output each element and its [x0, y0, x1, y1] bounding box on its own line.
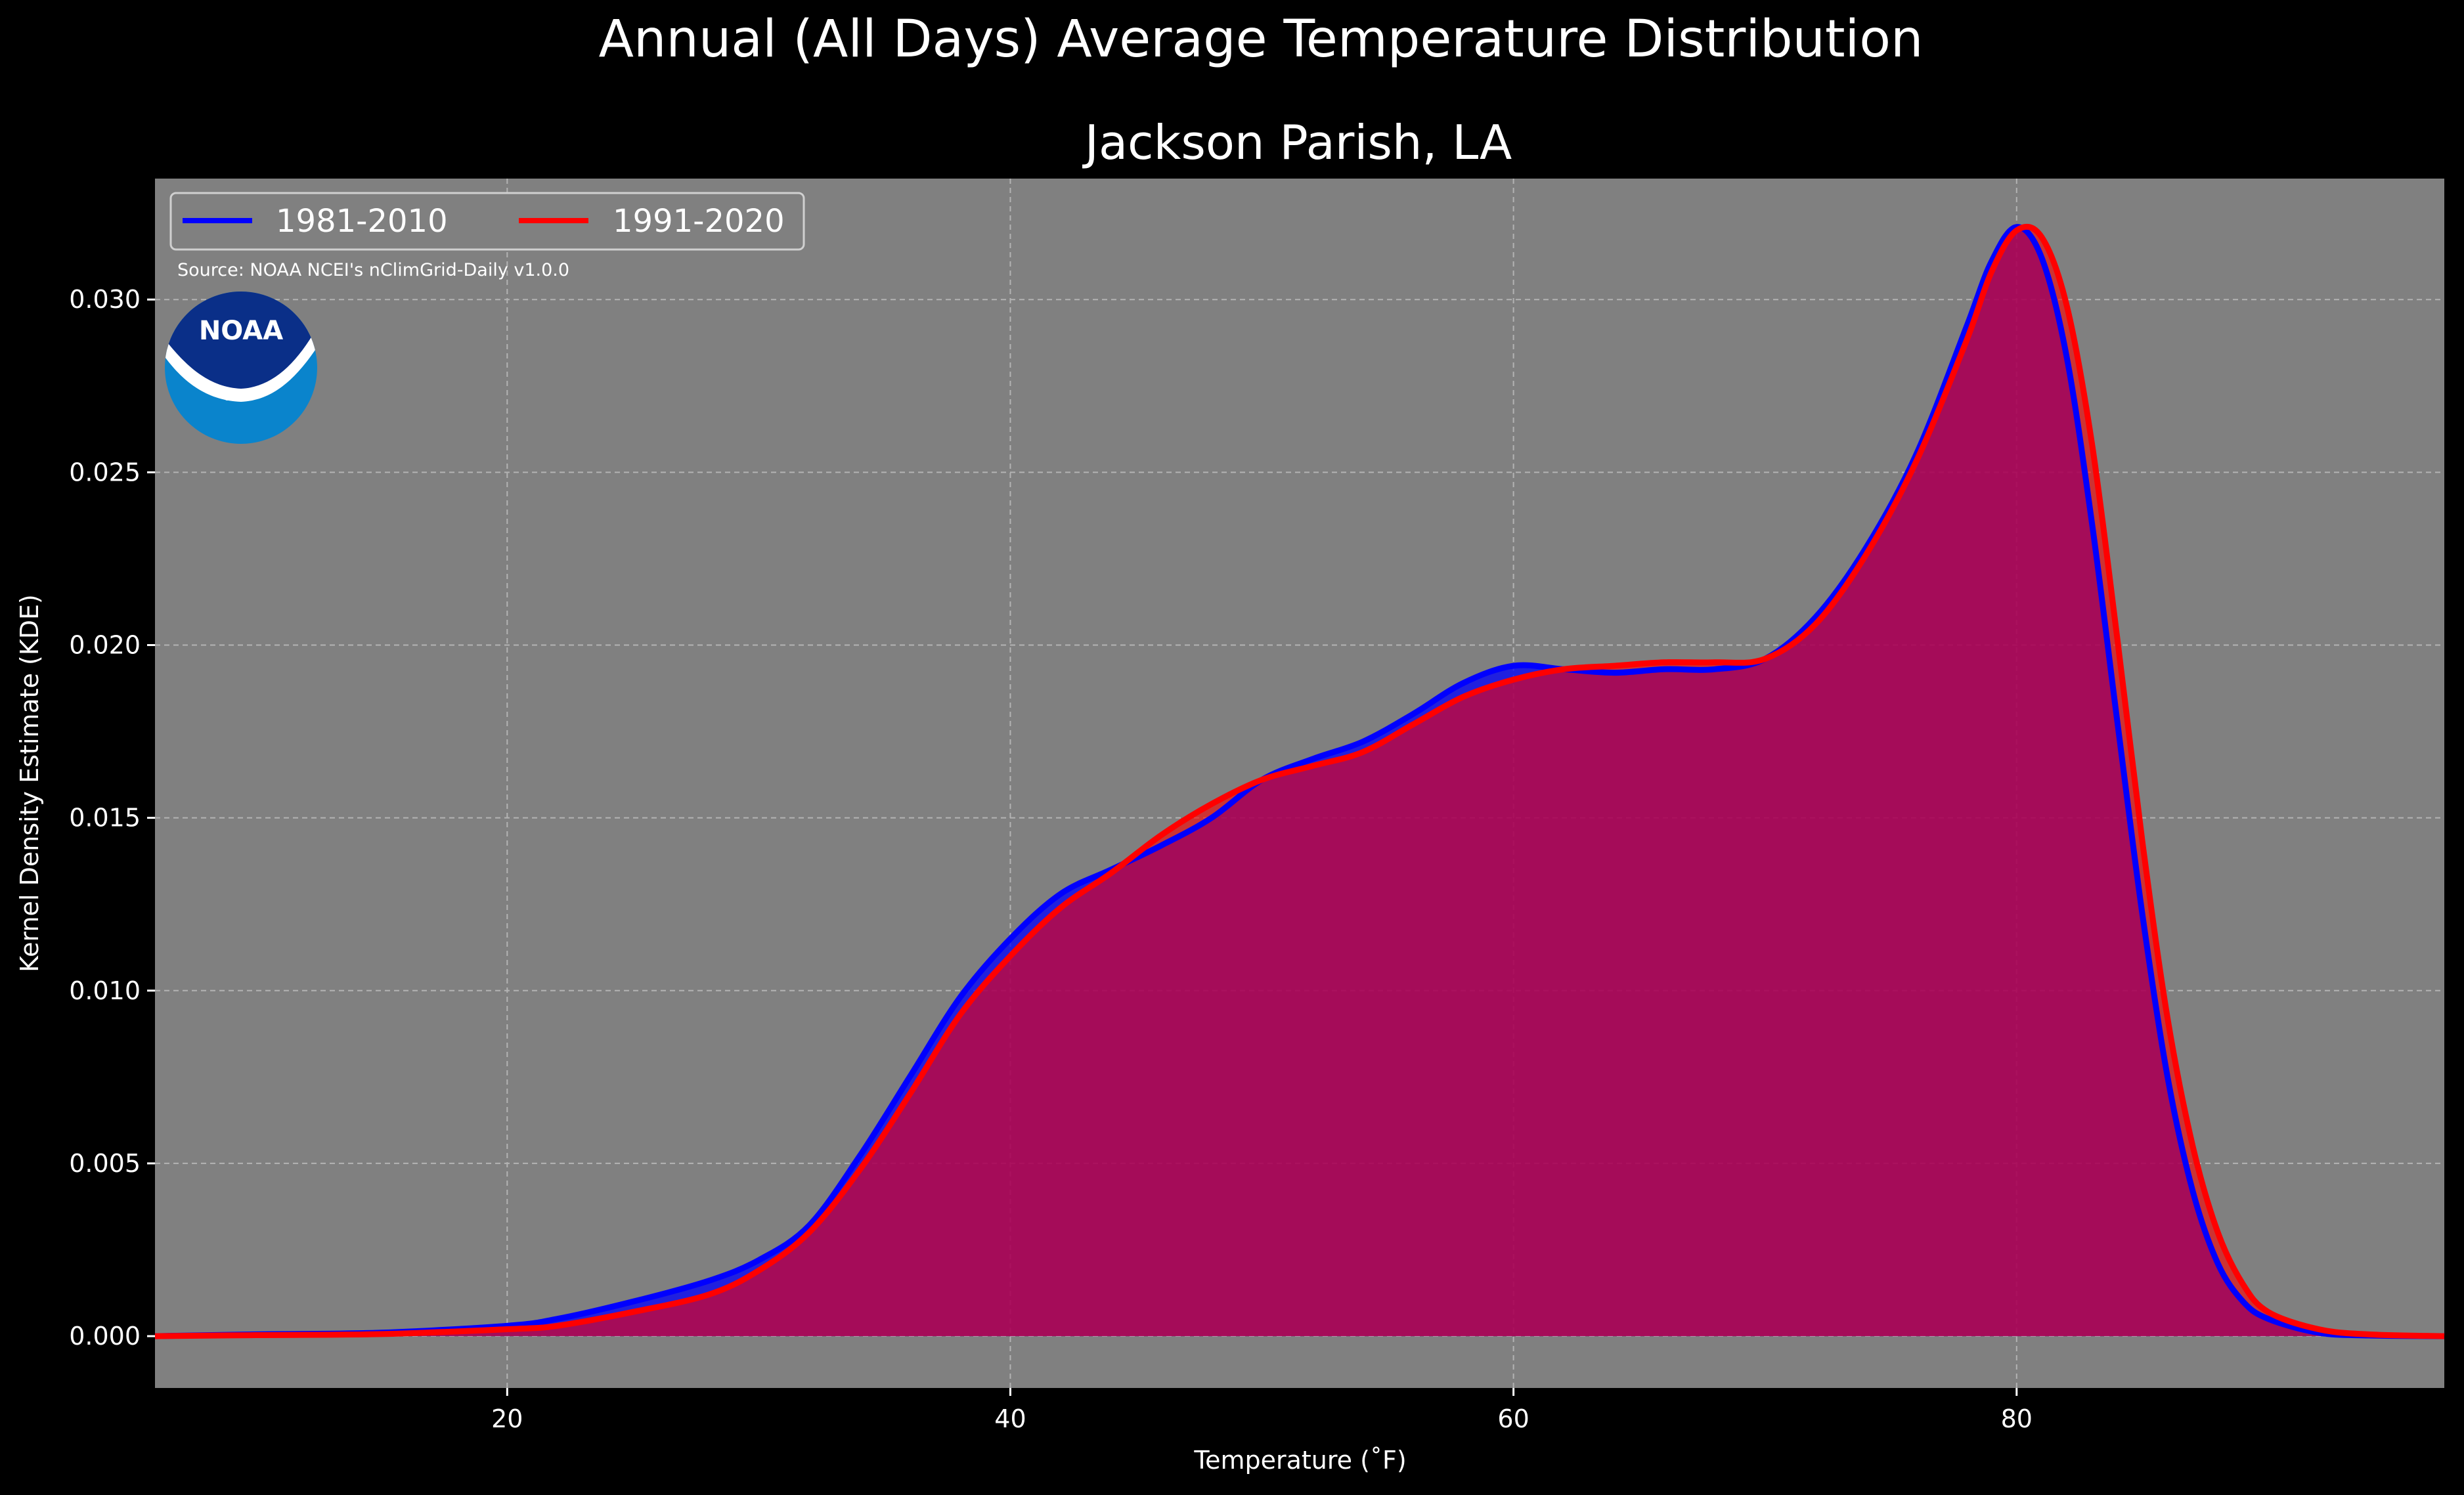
- y-axis-ticks: 0.000 0.005 0.010 0.015 0.020 0.025 0.030: [69, 285, 155, 1351]
- y-tick-label: 0.025: [69, 458, 141, 487]
- y-tick-label: 0.030: [69, 285, 141, 314]
- y-tick-label: 0.015: [69, 804, 141, 833]
- legend: 1981-2010 1991-2020: [169, 192, 805, 251]
- x-tick-label: 80: [2001, 1404, 2033, 1433]
- density-fills: [155, 227, 2444, 1337]
- legend-box: [169, 192, 805, 251]
- density-fill-1991-2020: [155, 227, 2444, 1337]
- noaa-logo-icon: NOAA: [165, 292, 317, 444]
- x-axis-ticks: 20 40 60 80: [491, 1388, 2033, 1433]
- legend-label-1991-2020: 1991-2020: [613, 203, 785, 240]
- y-tick-label: 0.020: [69, 630, 141, 659]
- y-tick-label: 0.005: [69, 1149, 141, 1178]
- density-line-1981-2010: [154, 224, 2445, 1339]
- density-lines: [154, 223, 2445, 1339]
- source-note: Source: NOAA NCEI's nClimGrid-Daily v1.0…: [177, 260, 569, 280]
- chart-suptitle: Annual (All Days) Average Temperature Di…: [599, 10, 1924, 69]
- x-axis-label: Temperature (˚F): [1193, 1446, 1406, 1475]
- x-tick-label: 20: [491, 1404, 523, 1433]
- y-tick-label: 0.010: [69, 976, 141, 1005]
- y-tick-label: 0.000: [69, 1322, 141, 1351]
- density-line-1991-2020: [154, 223, 2445, 1339]
- chart-title: Jackson Parish, LA: [1082, 115, 1512, 170]
- y-axis-label: Kernel Density Estimate (KDE): [15, 594, 44, 972]
- legend-label-1981-2010: 1981-2010: [276, 203, 448, 240]
- x-tick-label: 60: [1497, 1404, 1529, 1433]
- x-tick-label: 40: [994, 1404, 1026, 1433]
- logo-text: NOAA: [199, 316, 283, 346]
